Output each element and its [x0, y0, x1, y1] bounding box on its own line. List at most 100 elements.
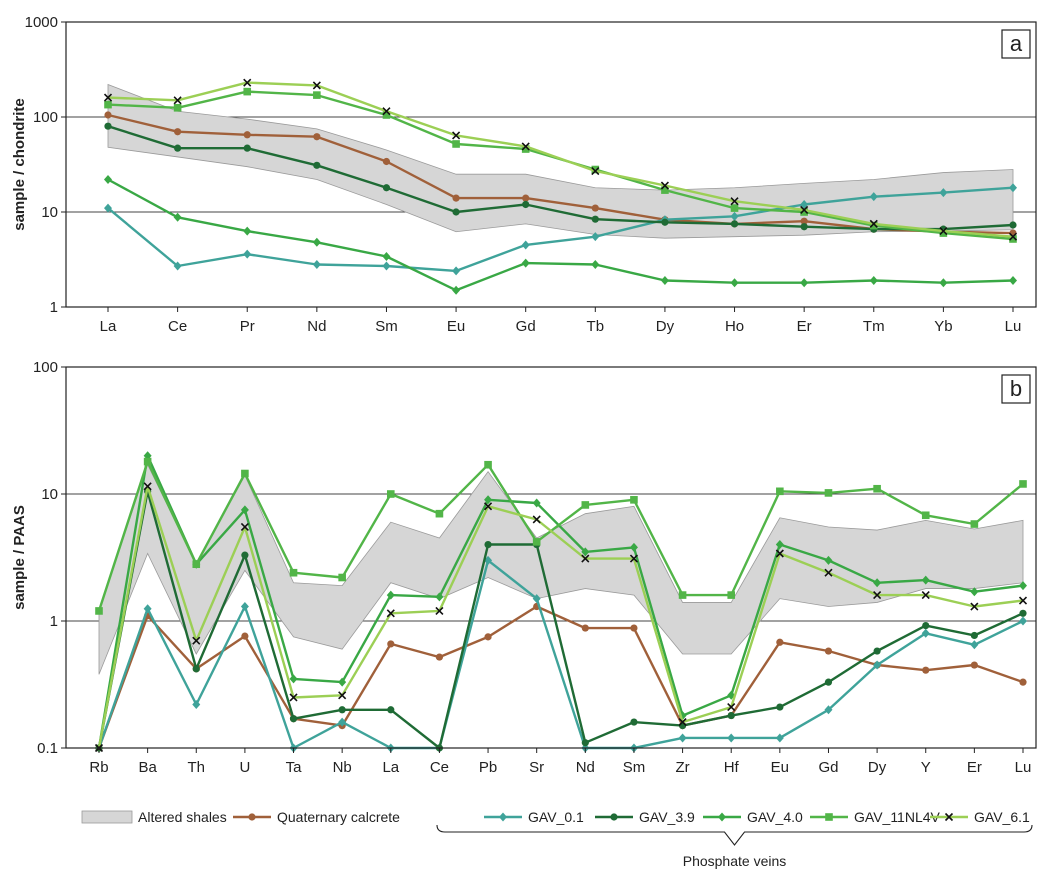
data-point — [591, 215, 599, 223]
data-point — [661, 186, 669, 194]
data-point — [800, 278, 809, 288]
data-point — [970, 631, 978, 640]
data-point — [970, 520, 979, 528]
data-point — [435, 606, 444, 616]
data-point — [970, 661, 978, 669]
data-point — [873, 591, 882, 600]
data-point — [1009, 235, 1017, 243]
data-point — [869, 192, 878, 202]
data-point — [630, 496, 638, 504]
legend: Altered shales Quaternary calcrete GAV_0.1… — [81, 809, 1033, 869]
series-line — [107, 186, 1014, 273]
data-point — [873, 647, 881, 655]
data-point — [824, 489, 833, 497]
data-point — [873, 484, 881, 493]
series-line — [97, 454, 1024, 749]
data-point — [581, 554, 590, 563]
data-point — [970, 602, 979, 611]
data-point — [1019, 581, 1027, 591]
y-tick-label: 10 — [41, 486, 58, 503]
data-point — [730, 220, 739, 228]
data-point — [104, 203, 112, 213]
data-point — [824, 555, 833, 565]
x-tick-label: Tm — [863, 318, 885, 335]
panel-b: 0.1 1 10 100 Rb Ba Th U Ta Nb La Ce Pb Sr Nd Sm Zr Hf Eu Gd… — [11, 359, 1037, 776]
data-point — [775, 549, 784, 558]
data-point — [452, 285, 461, 295]
data-point — [435, 653, 444, 661]
data-point — [173, 96, 182, 105]
y-tick-label: 1000 — [25, 14, 58, 31]
data-point — [382, 252, 391, 262]
data-point — [452, 194, 460, 202]
data-point — [921, 511, 930, 520]
data-point — [382, 111, 391, 119]
data-point — [338, 706, 346, 714]
x-tick-label: Zr — [675, 759, 689, 776]
x-tick-label: Ce — [430, 759, 449, 776]
data-point — [386, 609, 395, 618]
y-axis-label: sample / PAAS — [11, 505, 28, 610]
data-point — [338, 677, 347, 687]
data-point — [484, 460, 492, 469]
x-tick-label: Lu — [1005, 318, 1022, 335]
data-point — [174, 128, 182, 136]
data-point — [678, 733, 687, 743]
data-point — [532, 538, 541, 546]
data-point — [727, 733, 736, 743]
data-point — [869, 276, 878, 286]
data-point — [240, 522, 249, 532]
data-point — [452, 131, 461, 140]
x-tick-label: Gd — [818, 759, 838, 776]
data-point — [240, 602, 249, 612]
legend-marker — [718, 812, 726, 822]
altered-shales-band — [107, 83, 1014, 239]
data-point — [312, 81, 321, 90]
panel-letter-box — [1001, 374, 1031, 404]
data-point — [521, 240, 530, 250]
series-line — [107, 125, 1014, 231]
data-point — [104, 111, 112, 119]
data-point — [581, 739, 589, 747]
data-point — [95, 607, 103, 615]
data-point — [143, 457, 152, 466]
data-point — [1008, 232, 1018, 241]
data-point — [192, 700, 201, 710]
data-point — [312, 260, 321, 270]
legend-label: GAV_3.9 — [639, 809, 695, 825]
data-point — [727, 591, 736, 599]
x-tick-label: Th — [188, 759, 206, 776]
series-line — [97, 490, 1024, 750]
data-point — [730, 204, 739, 212]
x-tick-label: Eu — [447, 318, 465, 335]
data-point — [591, 165, 600, 174]
data-point — [970, 587, 979, 597]
data-point — [661, 218, 669, 226]
x-tick-label: Pb — [479, 759, 497, 776]
data-point — [313, 161, 321, 169]
data-point — [629, 542, 638, 552]
data-point — [313, 133, 321, 141]
data-point — [192, 665, 200, 673]
data-point — [243, 249, 252, 259]
legend-label: GAV_6.1 — [974, 809, 1030, 825]
series-line — [97, 485, 1024, 749]
x-tick-label: Y — [921, 759, 931, 776]
data-point — [824, 568, 833, 577]
data-point — [730, 211, 739, 221]
x-tick-label: Dy — [656, 318, 675, 335]
panel-letter-box — [1001, 29, 1031, 59]
series-line — [107, 178, 1014, 292]
legend-label: GAV_11NL4V — [854, 809, 941, 825]
data-point — [382, 157, 391, 166]
data-point — [240, 505, 249, 515]
data-point — [241, 551, 249, 559]
series-gav-4-0 — [104, 174, 1017, 295]
data-point — [289, 715, 298, 723]
data-point — [382, 107, 391, 116]
data-point — [241, 632, 249, 640]
x-tick-label: La — [382, 759, 399, 776]
data-point — [338, 717, 347, 727]
data-point — [192, 636, 201, 645]
data-point — [484, 540, 492, 549]
